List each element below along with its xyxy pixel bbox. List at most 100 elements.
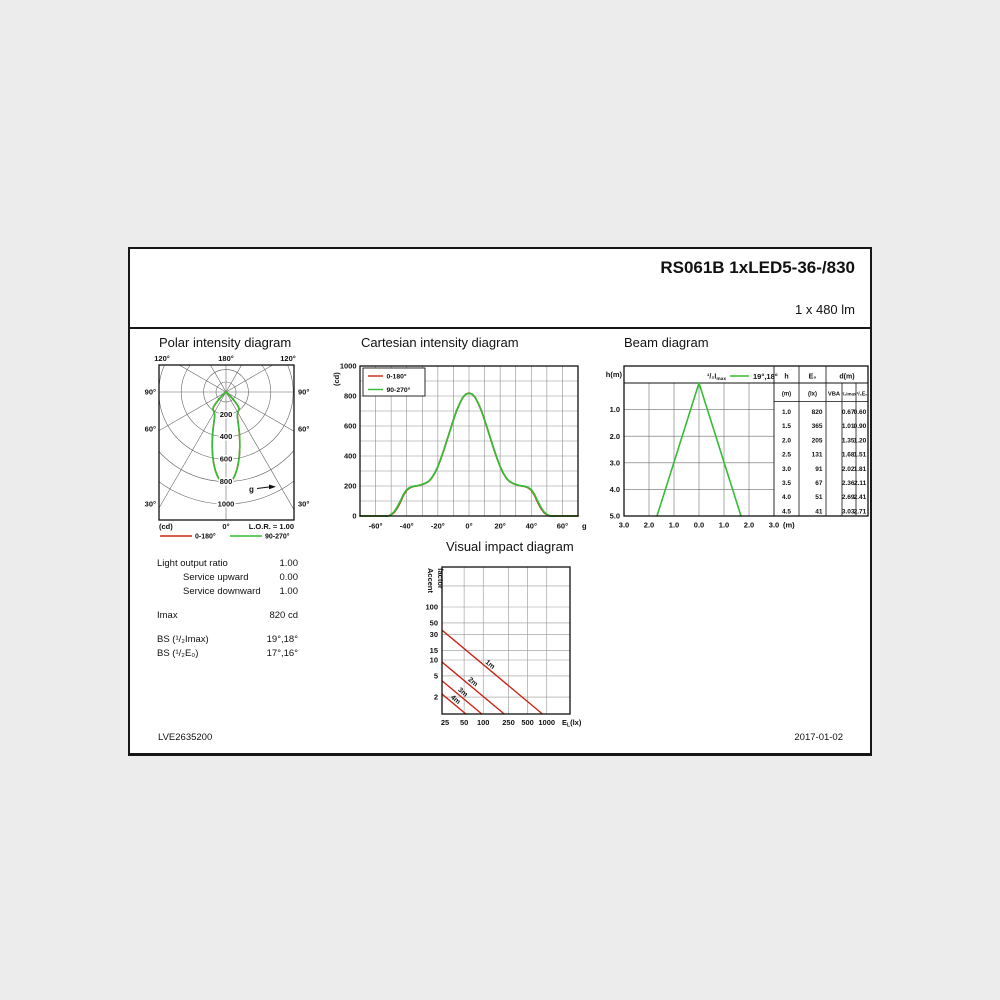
svg-text:0.0: 0.0 — [694, 521, 704, 530]
svg-text:20°: 20° — [494, 522, 505, 531]
header-divider — [130, 327, 870, 329]
svg-text:40°: 40° — [526, 522, 537, 531]
svg-text:100: 100 — [425, 603, 438, 612]
svg-text:90-270°: 90-270° — [387, 386, 411, 394]
svg-text:5.0: 5.0 — [610, 512, 620, 521]
photometric-label: Imax — [157, 610, 178, 621]
svg-text:1000: 1000 — [340, 362, 357, 371]
beam-spread-line — [656, 382, 742, 517]
distance-line-3m — [441, 680, 483, 715]
svg-text:0.67: 0.67 — [842, 409, 855, 416]
svg-text:1.51: 1.51 — [854, 452, 867, 459]
svg-text:3.03: 3.03 — [842, 508, 855, 515]
svg-text:820: 820 — [812, 409, 823, 416]
svg-text:2m: 2m — [466, 676, 478, 688]
svg-text:205: 205 — [812, 437, 823, 444]
svg-text:1000: 1000 — [538, 718, 555, 727]
svg-text:-60°: -60° — [369, 522, 383, 531]
svg-text:g: g — [249, 485, 254, 494]
photometric-row: Imax 820 cd — [157, 610, 298, 624]
svg-text:5: 5 — [434, 671, 438, 680]
svg-text:100: 100 — [477, 718, 490, 727]
lumen-output: 1 x 480 lm — [795, 302, 855, 317]
svg-text:3.0: 3.0 — [610, 458, 620, 467]
polar-intensity-chart: 200 400 600 800 1000 120° 180° 120° 90° 90° 60° 60°… — [145, 354, 310, 541]
svg-text:(cd): (cd) — [332, 372, 341, 386]
svg-text:91: 91 — [815, 466, 823, 473]
svg-text:0.60: 0.60 — [854, 409, 867, 416]
svg-text:h: h — [784, 374, 788, 381]
polar-diagram-title: Polar intensity diagram — [159, 335, 292, 350]
svg-text:60°: 60° — [557, 522, 568, 531]
svg-text:-20°: -20° — [431, 522, 445, 531]
photometric-row: Service upward 0.00 — [157, 572, 298, 586]
distance-line-4m — [441, 693, 467, 715]
photometric-label: Light output ratio — [157, 558, 228, 569]
svg-text:2.41: 2.41 — [854, 494, 867, 501]
svg-text:0°: 0° — [465, 522, 472, 531]
svg-text:4.0: 4.0 — [782, 494, 791, 501]
svg-text:180°: 180° — [218, 354, 234, 363]
photometric-label: BS (¹/₂E₀) — [157, 648, 199, 659]
svg-text:4.5: 4.5 — [782, 508, 791, 515]
svg-text:1.5: 1.5 — [782, 423, 791, 430]
polar-curve-90-270° — [211, 391, 241, 485]
svg-text:3.0: 3.0 — [769, 521, 779, 530]
svg-text:131: 131 — [812, 452, 823, 459]
svg-text:400: 400 — [344, 452, 357, 461]
svg-text:1.35: 1.35 — [842, 437, 855, 444]
svg-text:2.0: 2.0 — [744, 521, 754, 530]
svg-text:EL(lx): EL(lx) — [562, 718, 582, 729]
svg-text:¹/₂Imax: ¹/₂Imax — [841, 392, 857, 397]
svg-text:2.02: 2.02 — [842, 466, 855, 473]
distance-line-2m — [441, 661, 505, 715]
svg-text:2.11: 2.11 — [854, 480, 867, 487]
photometric-value: 19°,18° — [266, 634, 298, 645]
photometric-label: BS (¹/₂Imax) — [157, 634, 209, 645]
svg-text:50: 50 — [460, 718, 468, 727]
svg-text:1.81: 1.81 — [854, 466, 867, 473]
photometric-value: 820 cd — [269, 610, 298, 621]
svg-text:200: 200 — [344, 482, 357, 491]
photometric-value: 1.00 — [279, 586, 299, 597]
svg-text:2.0: 2.0 — [782, 437, 791, 444]
svg-text:25: 25 — [441, 718, 449, 727]
svg-text:0°: 0° — [222, 522, 229, 531]
document-number: LVE2635200 — [158, 732, 213, 743]
svg-text:2.36: 2.36 — [842, 480, 855, 487]
photometric-row: Light output ratio 1.00 — [157, 558, 298, 572]
svg-text:60°: 60° — [145, 425, 156, 434]
svg-text:h(m): h(m) — [606, 370, 623, 379]
svg-text:90°: 90° — [298, 388, 309, 397]
svg-text:1.0: 1.0 — [669, 521, 679, 530]
svg-text:365: 365 — [812, 423, 823, 430]
svg-text:1.20: 1.20 — [854, 437, 867, 444]
svg-text:(cd): (cd) — [159, 522, 173, 531]
svg-text:1.0: 1.0 — [782, 409, 791, 416]
visual-impact-title: Visual impact diagram — [446, 539, 574, 554]
svg-text:400: 400 — [220, 432, 233, 441]
svg-text:30: 30 — [430, 630, 438, 639]
svg-text:3.5: 3.5 — [782, 480, 791, 487]
svg-text:0: 0 — [352, 512, 356, 521]
svg-text:500: 500 — [521, 718, 534, 727]
svg-text:-40°: -40° — [400, 522, 414, 531]
svg-text:60°: 60° — [298, 425, 309, 434]
cartesian-intensity-chart: 0-180° 90-270° 0 200 400 600 800 1000 -60° -40° -2… — [332, 362, 587, 531]
svg-text:3.0: 3.0 — [782, 466, 791, 473]
svg-text:600: 600 — [344, 422, 357, 431]
photometric-value: 0.00 — [279, 572, 299, 583]
photometric-row: Service downward 1.00 — [157, 586, 298, 600]
svg-text:200: 200 — [220, 410, 233, 419]
svg-text:4.0: 4.0 — [610, 485, 620, 494]
svg-text:67: 67 — [815, 480, 823, 487]
svg-text:90°: 90° — [145, 388, 156, 397]
svg-text:1000: 1000 — [218, 499, 235, 508]
svg-text:2.5: 2.5 — [782, 452, 791, 459]
svg-text:0.90: 0.90 — [854, 423, 867, 430]
svg-text:10: 10 — [430, 656, 438, 665]
svg-text:1.01: 1.01 — [842, 423, 855, 430]
svg-text:1.68: 1.68 — [842, 452, 855, 459]
svg-text:4m: 4m — [449, 694, 461, 706]
svg-text:factor: factor — [436, 568, 445, 589]
